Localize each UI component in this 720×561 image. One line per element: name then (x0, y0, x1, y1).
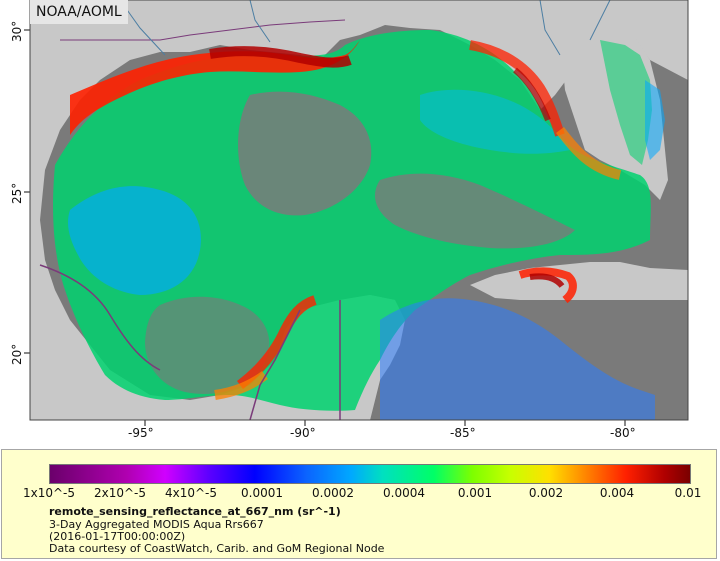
lon-label-90: -90° (290, 426, 316, 440)
provider-badge: NOAA/AOML (30, 0, 128, 24)
legend-tick-0.001: 0.001 (457, 486, 493, 500)
legend-line-2: (2016-01-17T00:00:00Z) (49, 530, 186, 543)
legend-tick-0.0002: 0.0002 (312, 486, 354, 500)
legend-tick-0.0001: 0.0001 (241, 486, 283, 500)
lat-label-20: 20° (10, 343, 24, 365)
lat-label-25: 25° (10, 182, 24, 204)
ocean-coverage (53, 30, 665, 420)
legend-tick-1e-5: 1x10^-5 (22, 486, 76, 500)
colorbar (49, 464, 691, 484)
lat-label-30: 30° (10, 20, 24, 42)
legend-tick-2e-5: 2x10^-5 (93, 486, 147, 500)
axis-ticks (24, 29, 626, 426)
legend-line-3: Data courtesy of CoastWatch, Carib. and … (49, 542, 385, 555)
legend-line-1: 3-Day Aggregated MODIS Aqua Rrs667 (49, 518, 264, 531)
legend-tick-0.004: 0.004 (599, 486, 635, 500)
legend-panel: 1x10^-5 2x10^-5 4x10^-5 0.0001 0.0002 0.… (1, 449, 717, 559)
borders-and-rivers (39, 0, 611, 421)
legend-title: remote_sensing_reflectance_at_667_nm (sr… (49, 505, 341, 518)
lon-label-95: -95° (128, 426, 154, 440)
legend-tick-0.0004: 0.0004 (383, 486, 425, 500)
lon-label-85: -85° (450, 426, 476, 440)
legend-tick-4e-5: 4x10^-5 (164, 486, 218, 500)
legend-tick-0.002: 0.002 (528, 486, 564, 500)
lon-label-80: -80° (610, 426, 636, 440)
legend-tick-0.01: 0.01 (674, 486, 702, 500)
